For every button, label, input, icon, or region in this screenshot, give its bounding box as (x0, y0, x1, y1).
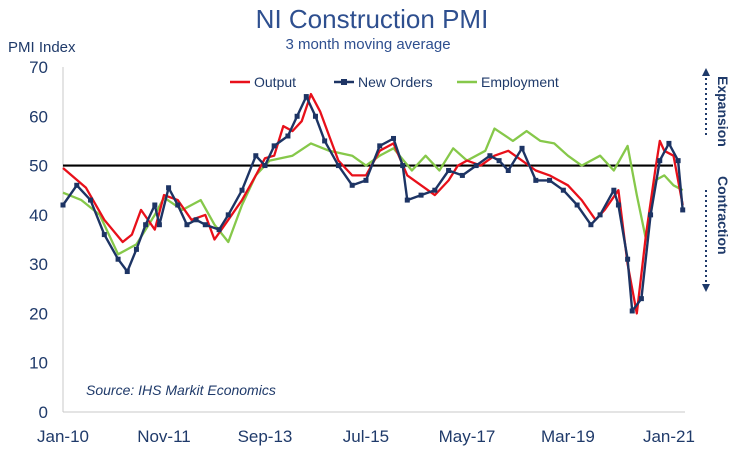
data-point-new-orders (88, 197, 94, 203)
data-point-new-orders (143, 222, 149, 228)
series-line-output (62, 92, 684, 315)
data-point-new-orders (533, 177, 539, 183)
x-tick-label: May-17 (439, 427, 496, 446)
data-point-new-orders (74, 182, 80, 188)
x-tick-label: Jan-21 (643, 427, 695, 446)
contraction-arrow-head (702, 284, 710, 292)
y-tick-label: 10 (29, 354, 48, 373)
data-point-new-orders (657, 158, 663, 164)
data-point-new-orders (680, 207, 686, 213)
data-point-new-orders (202, 222, 208, 228)
data-point-new-orders (175, 202, 181, 208)
data-point-new-orders (505, 168, 511, 173)
legend-label-output: Output (254, 74, 296, 90)
data-point-new-orders (303, 94, 309, 100)
data-point-new-orders (363, 177, 369, 183)
data-point-new-orders (675, 158, 681, 164)
data-point-new-orders (519, 145, 525, 151)
data-point-new-orders (496, 158, 502, 164)
data-point-new-orders (473, 163, 479, 169)
data-point-new-orders (239, 187, 245, 193)
data-point-new-orders (60, 202, 66, 208)
data-point-new-orders (574, 202, 580, 208)
legend-label-employment: Employment (481, 74, 559, 90)
series-line-new-orders (62, 95, 684, 313)
contraction-label: Contraction (715, 176, 731, 255)
y-tick-label: 20 (29, 304, 48, 323)
data-point-new-orders (133, 246, 139, 252)
data-point-new-orders (377, 143, 383, 149)
data-point-new-orders (400, 163, 406, 169)
data-point-new-orders (124, 269, 130, 275)
x-tick-label: Sep-13 (238, 427, 293, 446)
data-point-new-orders (391, 135, 397, 141)
data-point-new-orders (547, 177, 553, 183)
data-point-new-orders (156, 222, 162, 228)
data-point-new-orders (648, 212, 654, 218)
data-point-new-orders (225, 212, 231, 218)
data-point-new-orders (629, 308, 635, 314)
data-point-new-orders (459, 172, 465, 178)
data-point-new-orders (597, 212, 603, 218)
data-point-new-orders (625, 256, 631, 262)
x-tick-label: Jul-15 (343, 427, 389, 446)
data-point-new-orders (216, 227, 222, 233)
data-point-new-orders (294, 113, 300, 119)
y-tick-label: 40 (29, 206, 48, 225)
data-point-new-orders (404, 197, 410, 203)
data-point-new-orders (446, 168, 452, 173)
data-point-new-orders (560, 187, 566, 193)
data-point-new-orders (262, 163, 268, 169)
data-point-new-orders (666, 140, 672, 146)
data-point-new-orders (615, 202, 621, 208)
y-axis-label: PMI Index (8, 39, 76, 56)
y-tick-label: 70 (29, 58, 48, 77)
data-point-new-orders (152, 202, 158, 208)
expansion-contraction-annotation: Expansion Contraction (702, 68, 731, 292)
x-tick-label: Mar-19 (541, 427, 595, 446)
legend-marker-new-orders (341, 79, 347, 85)
data-point-new-orders (312, 113, 318, 119)
data-point-new-orders (115, 256, 121, 262)
data-point-new-orders (349, 182, 355, 188)
chart-subtitle: 3 month moving average (285, 36, 450, 53)
data-point-new-orders (193, 217, 199, 223)
data-point-new-orders (285, 133, 291, 139)
data-point-new-orders (253, 153, 259, 159)
data-point-new-orders (588, 222, 594, 228)
expansion-arrow-head (702, 68, 710, 76)
data-point-new-orders (638, 296, 644, 302)
legend: Output New Orders Employment (230, 74, 559, 90)
data-point-new-orders (101, 232, 107, 238)
legend-label-new-orders: New Orders (358, 74, 433, 90)
y-tick-label: 50 (29, 157, 48, 176)
data-point-new-orders (322, 138, 328, 144)
data-point-new-orders (611, 187, 617, 193)
data-point-new-orders (418, 192, 424, 198)
data-point-new-orders (271, 143, 277, 149)
y-tick-label: 30 (29, 255, 48, 274)
data-point-new-orders (184, 222, 190, 228)
data-point-new-orders (335, 163, 341, 169)
series-line-employment (62, 127, 684, 256)
plot-area (60, 67, 686, 413)
y-tick-label: 60 (29, 107, 48, 126)
x-axis-ticks: Jan-10 Nov-11 Sep-13 Jul-15 May-17 Mar-19 Jan-… (37, 427, 695, 446)
source-note: Source: IHS Markit Economics (86, 382, 276, 398)
data-point-new-orders (487, 153, 493, 159)
y-axis-ticks: 0 10 20 30 40 50 60 70 (29, 58, 48, 422)
data-point-new-orders (166, 185, 172, 191)
y-tick-label: 0 (39, 403, 48, 422)
data-point-new-orders (432, 187, 438, 193)
x-tick-label: Jan-10 (37, 427, 89, 446)
expansion-label: Expansion (715, 76, 731, 147)
chart-title: NI Construction PMI (256, 4, 489, 34)
x-tick-label: Nov-11 (137, 427, 191, 446)
